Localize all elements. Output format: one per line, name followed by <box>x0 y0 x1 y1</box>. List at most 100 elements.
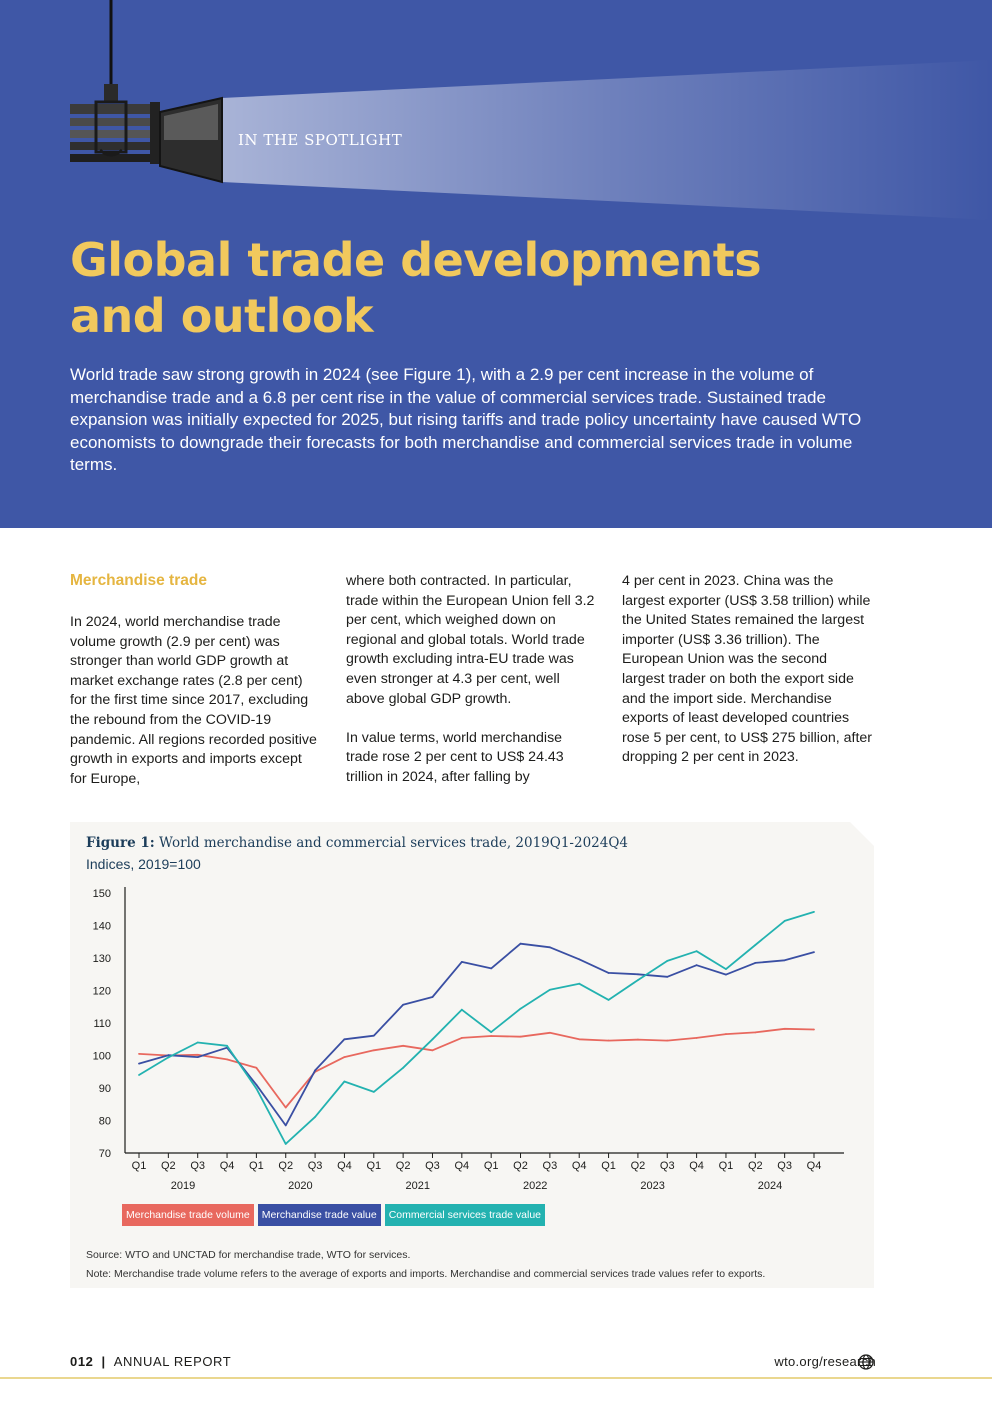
section-heading: Merchandise trade <box>70 572 207 589</box>
data-point <box>490 1035 493 1037</box>
series-line-2 <box>138 942 815 1127</box>
footer-page-info: 012 | ANNUAL REPORT <box>70 1354 231 1369</box>
data-point <box>284 1106 287 1109</box>
year-label: 2021 <box>406 1180 430 1192</box>
data-point <box>578 958 581 961</box>
data-point <box>519 1035 522 1038</box>
data-point <box>402 1044 405 1047</box>
data-point <box>754 1031 757 1034</box>
data-point <box>314 1069 316 1072</box>
data-point <box>637 1038 639 1041</box>
page-title-line1: Global trade developments <box>70 233 762 287</box>
y-tick-label: 110 <box>93 1018 111 1030</box>
data-point <box>226 1044 228 1047</box>
series-line-3 <box>138 911 815 1145</box>
year-label: 2024 <box>758 1180 782 1192</box>
x-tick-label: Q2 <box>748 1160 763 1172</box>
data-point <box>431 1049 434 1052</box>
y-tick-label: 80 <box>99 1116 111 1128</box>
figure-title: Figure 1: World merchandise and commerci… <box>86 835 628 851</box>
paragraph: In 2024, world merchandise trade volume … <box>70 614 317 787</box>
data-point <box>725 973 727 976</box>
year-label: 2022 <box>523 1180 547 1192</box>
data-point <box>725 1033 727 1035</box>
report-name: ANNUAL REPORT <box>113 1354 232 1369</box>
x-tick-label: Q1 <box>601 1160 616 1172</box>
data-point <box>519 1007 522 1010</box>
data-point <box>813 910 815 913</box>
x-tick-label: Q2 <box>396 1160 411 1172</box>
data-point <box>813 1028 815 1031</box>
series-line-1 <box>138 1027 815 1109</box>
x-tick-label: Q1 <box>484 1160 499 1172</box>
page-number: 012 <box>70 1354 94 1369</box>
data-point <box>490 967 493 970</box>
x-tick-label: Q4 <box>454 1160 469 1172</box>
data-point <box>372 1049 375 1052</box>
footer-rule <box>0 1377 992 1379</box>
data-point <box>754 944 757 946</box>
data-point <box>460 961 463 963</box>
paragraph: 4 per cent in 2023. China was the larges… <box>622 573 872 766</box>
y-tick-label: 150 <box>93 888 111 900</box>
footer-separator: | <box>101 1354 106 1369</box>
data-point <box>460 1037 463 1039</box>
y-tick-label: 100 <box>93 1051 111 1063</box>
data-point <box>372 1091 375 1093</box>
x-tick-label: Q4 <box>337 1160 352 1172</box>
x-tick-label: Q3 <box>543 1160 558 1172</box>
data-point <box>783 959 786 962</box>
x-tick-label: Q2 <box>278 1160 293 1172</box>
text-column-3: 4 per cent in 2023. China was the larges… <box>622 572 872 788</box>
data-point <box>196 1041 199 1044</box>
intro-paragraph: World trade saw strong growth in 2024 (s… <box>70 365 862 474</box>
data-point <box>284 1124 287 1127</box>
data-point <box>578 1038 581 1041</box>
data-point <box>460 1008 463 1011</box>
x-tick-label: Q3 <box>660 1160 675 1172</box>
x-tick-label: Q3 <box>190 1160 205 1172</box>
data-point <box>490 1031 493 1033</box>
lamp-mount <box>104 84 118 102</box>
figure-label: Figure 1: <box>86 835 155 851</box>
data-point <box>343 1080 346 1083</box>
section-label: IN THE SPOTLIGHT <box>238 131 403 149</box>
data-point <box>548 1031 551 1034</box>
data-point <box>666 975 669 978</box>
data-point <box>196 1056 199 1059</box>
light-beam <box>222 60 992 220</box>
year-label: 2019 <box>171 1180 195 1192</box>
year-label: 2023 <box>640 1180 664 1192</box>
x-tick-label: Q2 <box>513 1160 528 1172</box>
data-point <box>255 1066 258 1069</box>
data-point <box>783 1027 786 1030</box>
data-point <box>725 968 727 970</box>
data-point <box>196 1053 199 1056</box>
figure-note: Note: Merchandise trade volume refers to… <box>86 1268 766 1280</box>
data-point <box>578 982 581 985</box>
data-point <box>607 999 610 1001</box>
data-point <box>607 1039 610 1042</box>
data-point <box>314 1116 316 1118</box>
x-tick-label: Q3 <box>425 1160 440 1172</box>
legend-item: Merchandise trade value <box>257 1204 381 1226</box>
x-tick-label: Q4 <box>220 1160 235 1172</box>
x-tick-label: Q3 <box>777 1160 792 1172</box>
x-tick-label: Q1 <box>366 1160 381 1172</box>
data-point <box>666 960 669 962</box>
data-point <box>167 1056 170 1059</box>
x-tick-label: Q2 <box>161 1160 176 1172</box>
data-point <box>226 1058 228 1061</box>
footer-link[interactable]: wto.org/research <box>774 1354 876 1369</box>
data-point <box>402 1003 405 1006</box>
data-point <box>167 1054 170 1057</box>
x-tick-label: Q1 <box>719 1160 734 1172</box>
data-point <box>695 1037 698 1039</box>
text-column-1: Merchandise trade In 2024, world merchan… <box>70 571 320 809</box>
paragraph: In value terms, world merchandise trade … <box>346 729 564 785</box>
data-point <box>138 1052 140 1055</box>
x-tick-label: Q4 <box>572 1160 587 1172</box>
page-title-line2: and outlook <box>70 289 374 343</box>
data-point <box>343 1038 346 1041</box>
data-point <box>695 950 698 953</box>
